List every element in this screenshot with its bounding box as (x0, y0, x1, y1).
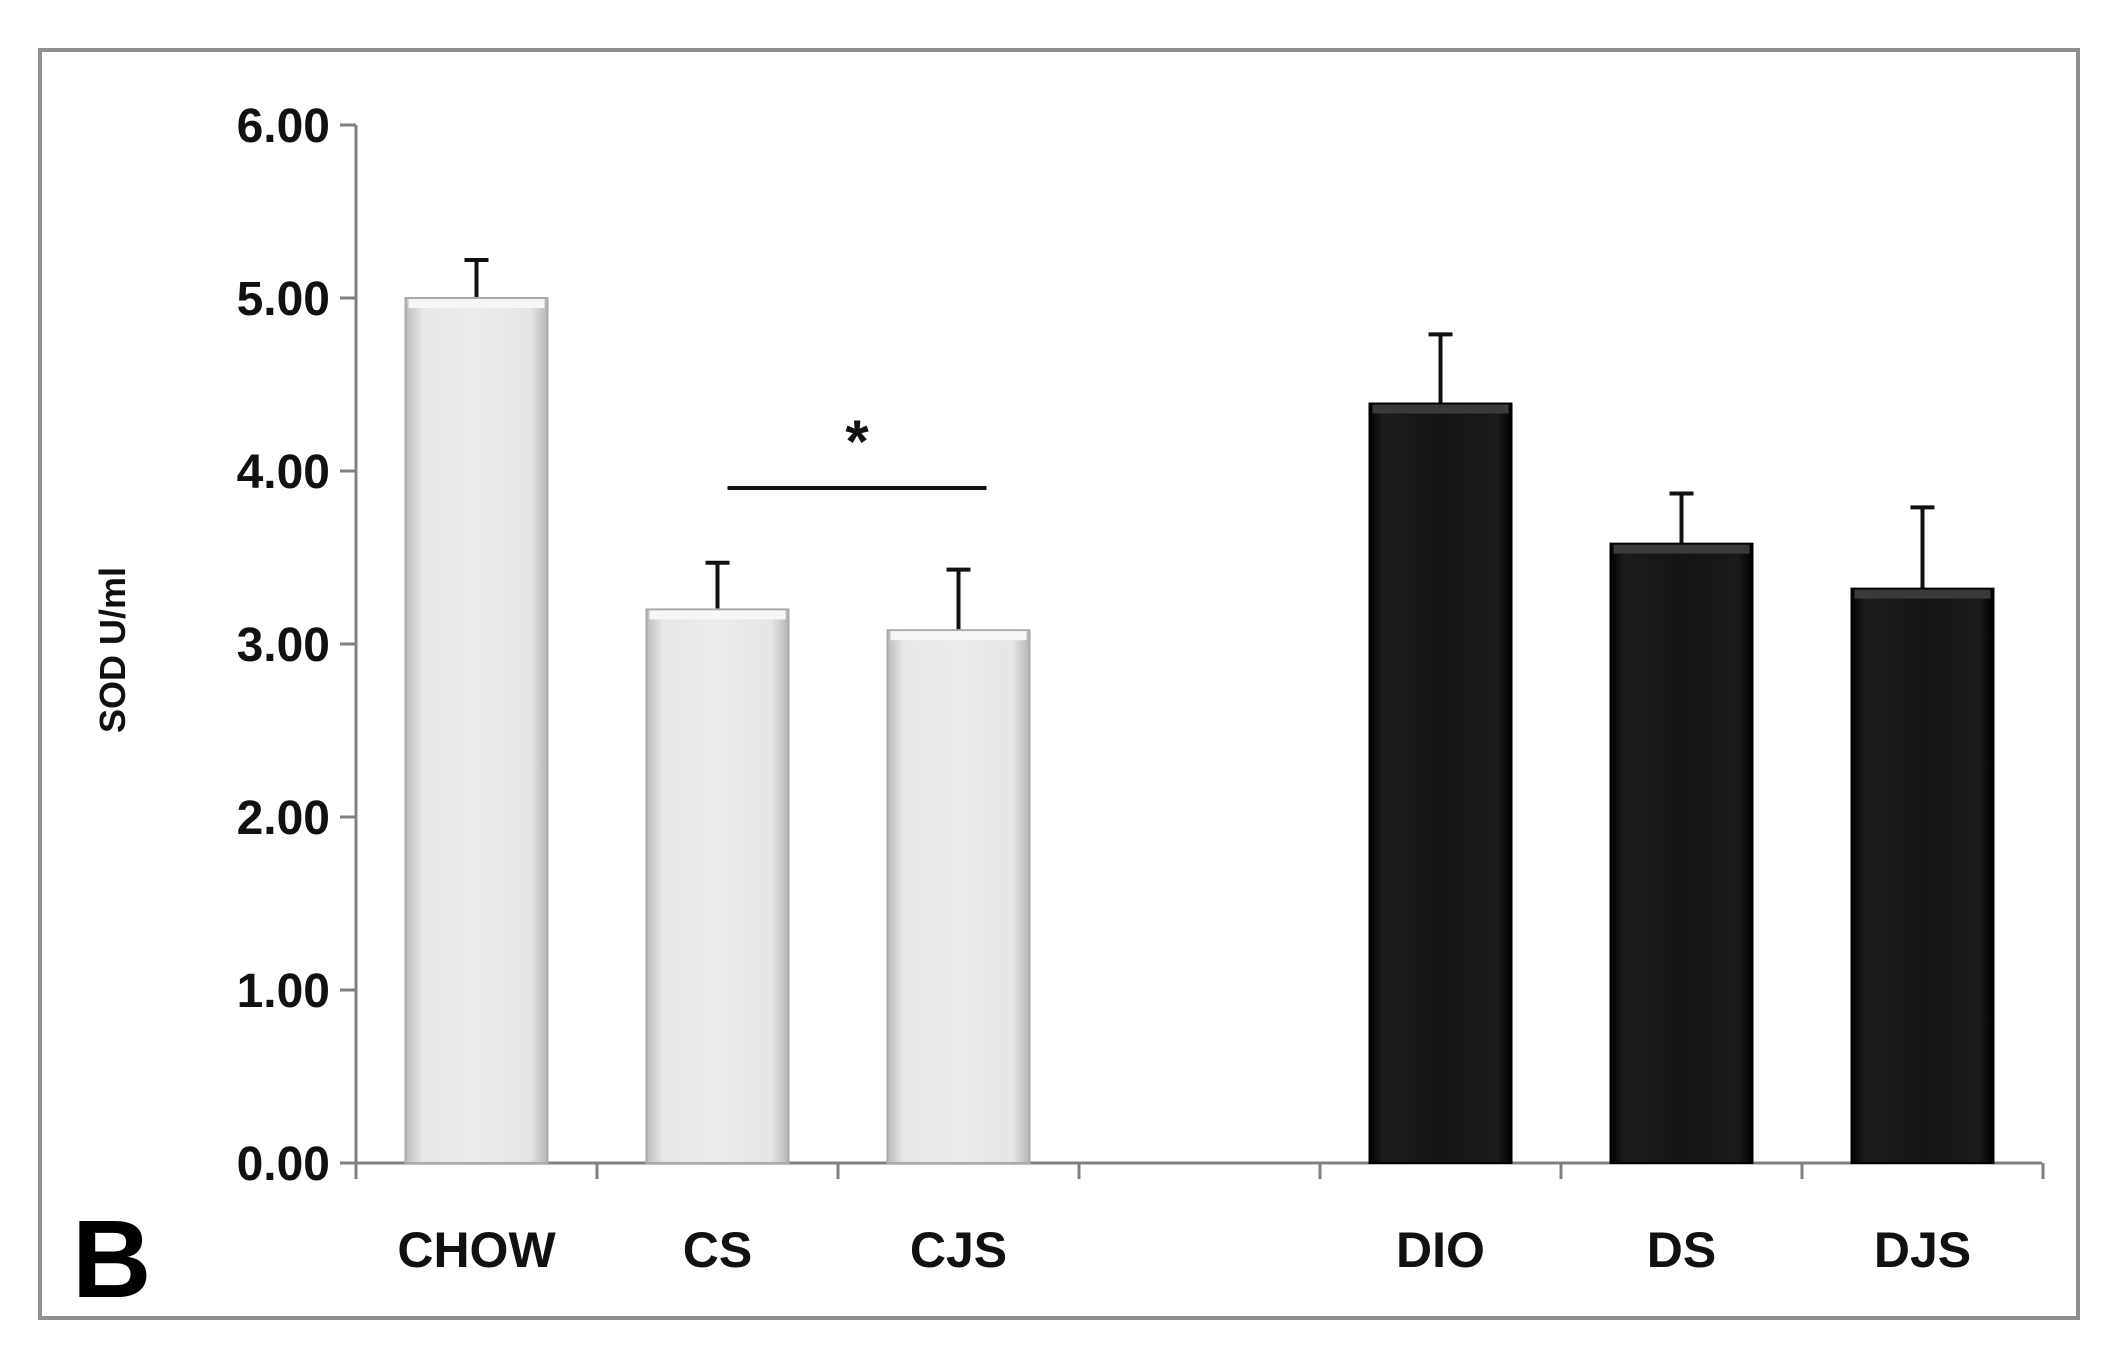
y-tick-label: 2.00 (237, 792, 330, 845)
figure-frame (38, 48, 2080, 1320)
y-tick-label: 4.00 (237, 446, 330, 499)
labels: 0.00 1.00 2.00 3.00 4.00 5.00 6.00 CHOW CS CJS DIO… (237, 100, 1972, 1278)
panel-label: B (72, 1198, 151, 1321)
y-tick-label: 0.00 (237, 1138, 330, 1191)
bar-cs (645, 608, 790, 1164)
bar-top-bevel (1854, 589, 1991, 599)
x-tick-label: DIO (1396, 1222, 1485, 1278)
x-tick-label: DJS (1874, 1222, 1971, 1278)
y-tick-label: 3.00 (237, 619, 330, 672)
y-tick-label: 6.00 (237, 100, 330, 153)
y-tick-label: 1.00 (237, 965, 330, 1018)
bar-ds (1609, 542, 1754, 1164)
bar-top-bevel (408, 299, 545, 308)
bar-dio (1368, 402, 1513, 1164)
x-tick-label: CJS (910, 1222, 1007, 1278)
significance-marker: * (845, 408, 869, 475)
bar-top-bevel (1613, 544, 1750, 554)
x-tick-label: DS (1647, 1222, 1716, 1278)
y-tick-label: 5.00 (237, 273, 330, 326)
bar-cjs (886, 629, 1031, 1164)
bar-top-bevel (890, 631, 1027, 641)
bar-top-bevel (1372, 404, 1509, 414)
bar-chow (404, 297, 549, 1164)
y-axis-title: SOD U/ml (92, 567, 133, 733)
bar-djs (1850, 587, 1995, 1164)
bar-top-bevel (649, 610, 786, 620)
bars (404, 257, 1995, 1164)
x-tick-label: CS (683, 1222, 752, 1278)
x-tick-label: CHOW (397, 1222, 556, 1278)
axes (340, 123, 2045, 1179)
